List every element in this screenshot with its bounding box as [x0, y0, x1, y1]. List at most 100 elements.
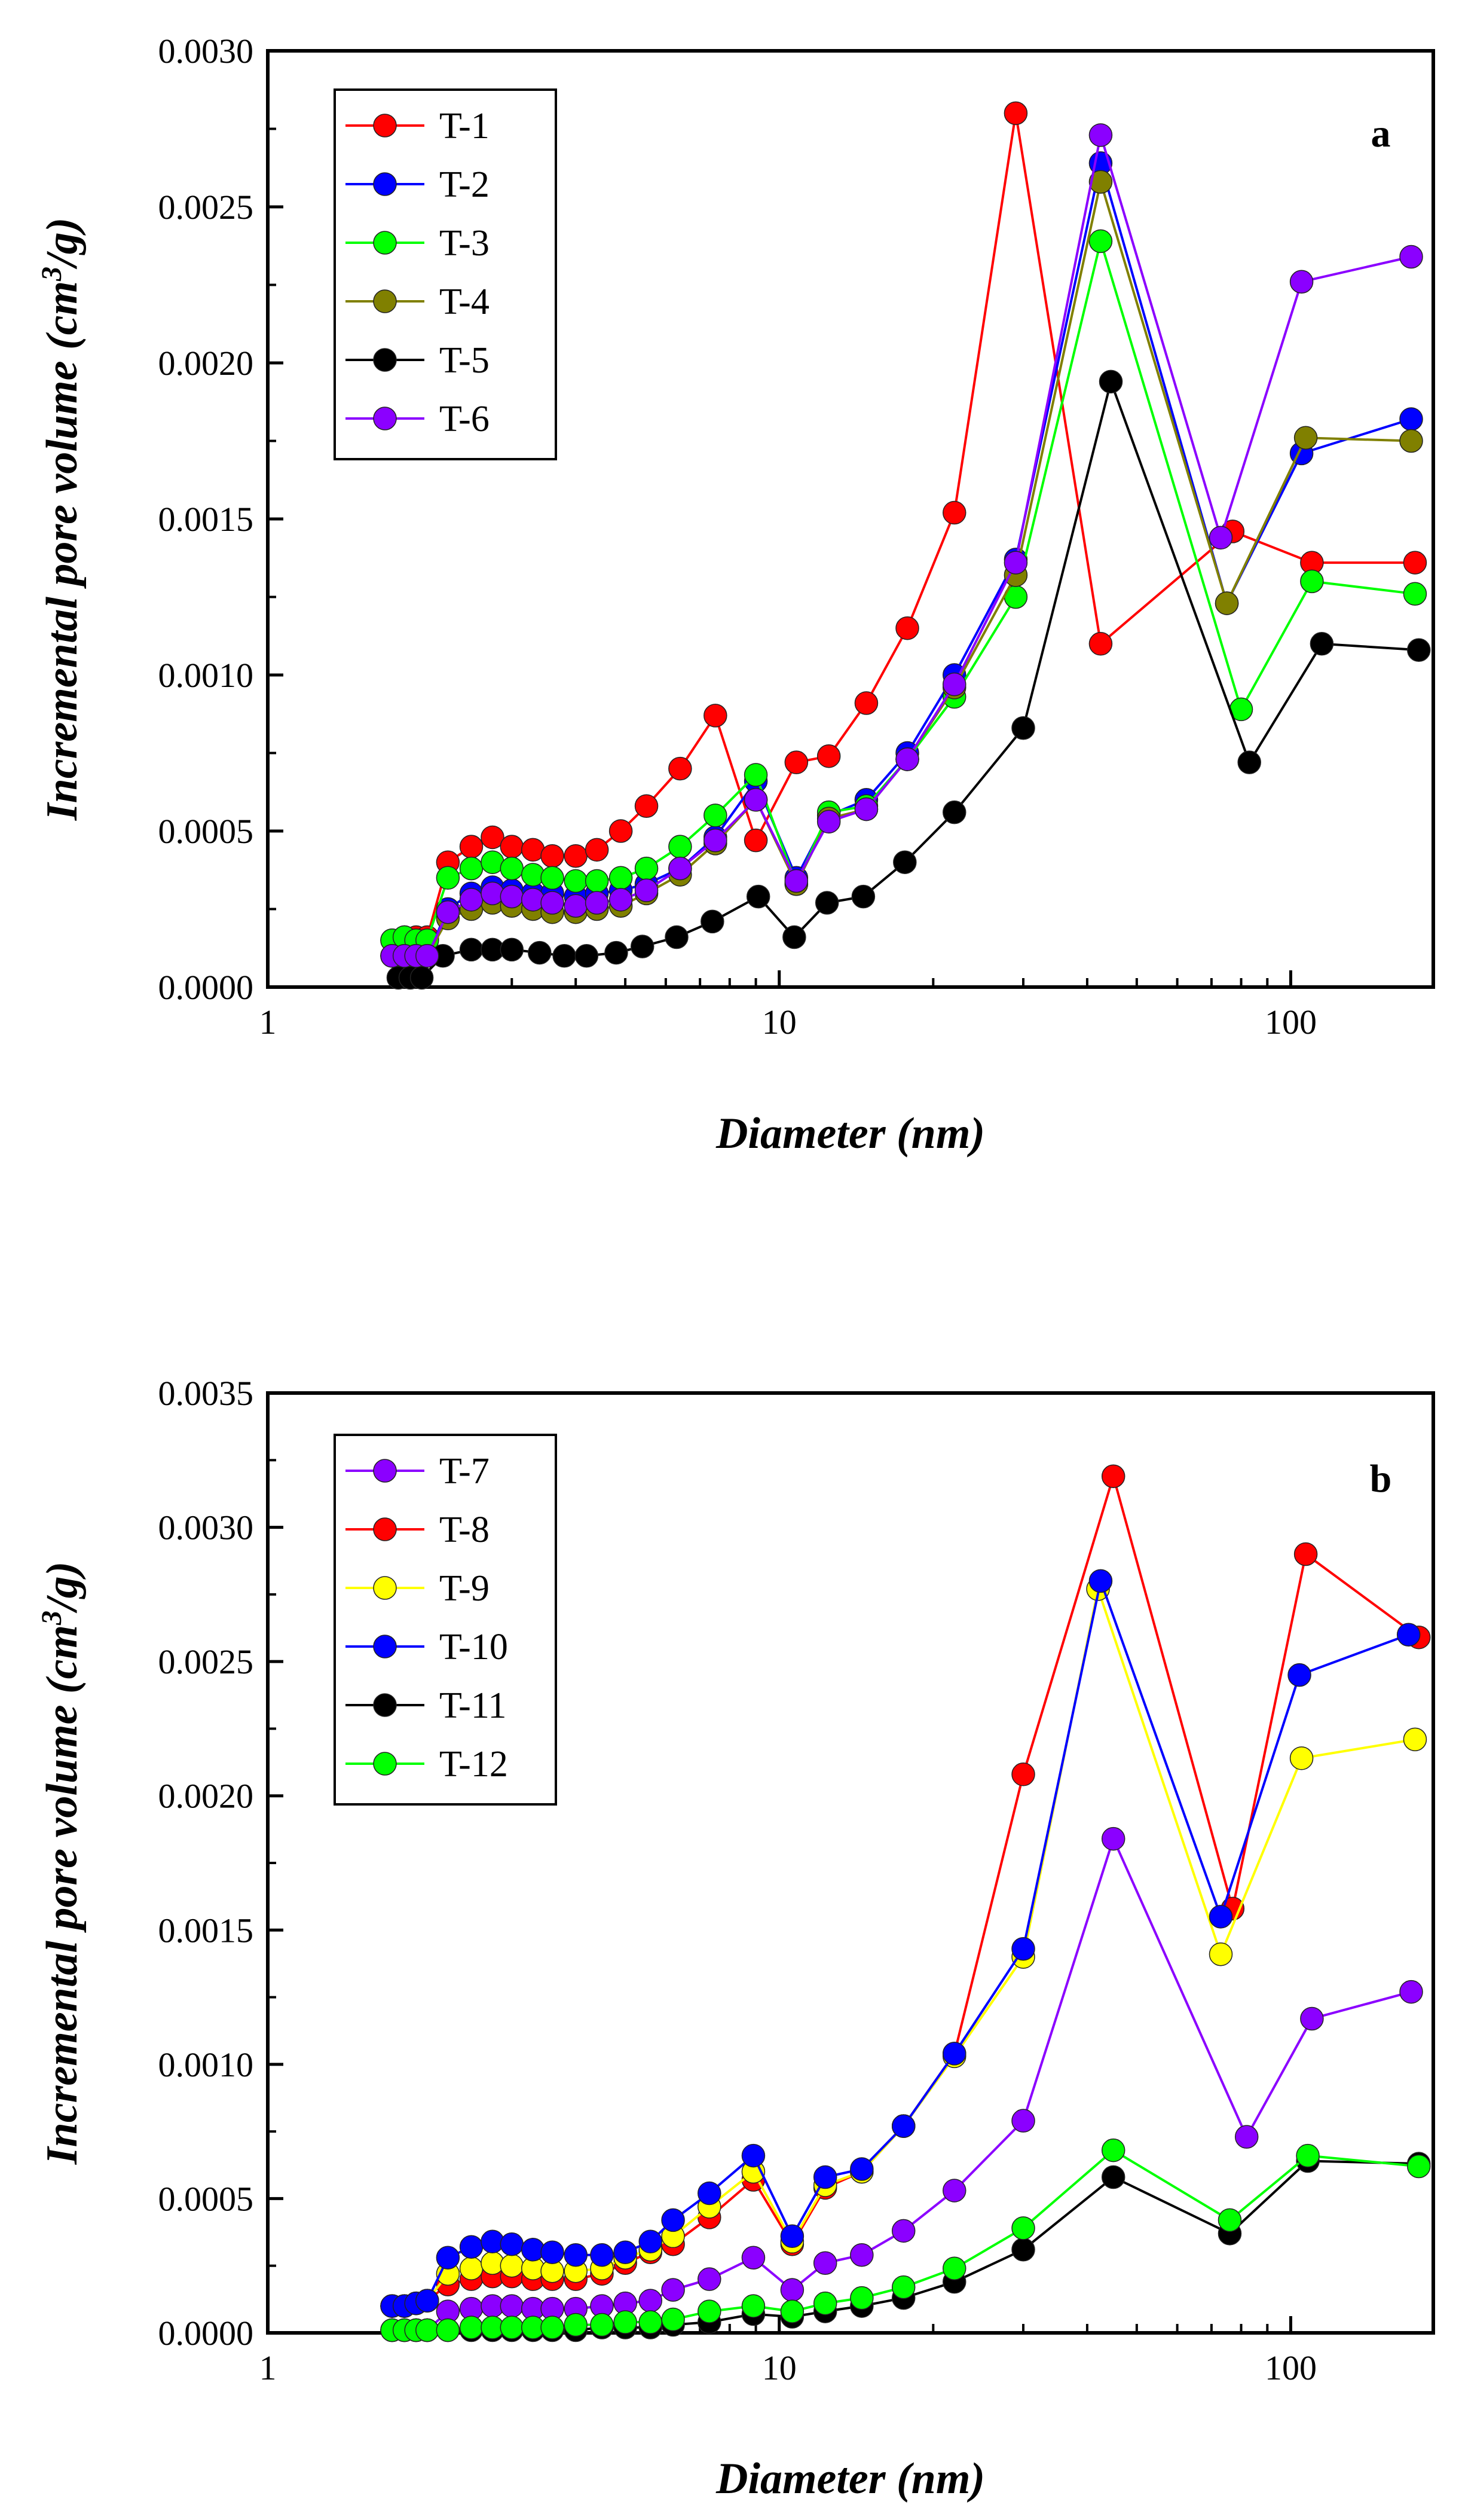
data-point-T-6: [1004, 551, 1028, 575]
y-tick-label: 0.0010: [158, 2045, 254, 2084]
data-point-T-1: [744, 828, 768, 853]
data-point-T-12: [1296, 2143, 1320, 2168]
data-point-T-1: [1403, 551, 1427, 575]
legend-entry-T-5: T-5: [439, 340, 490, 381]
data-point-T-7: [1011, 2109, 1035, 2133]
data-point-T-10: [850, 2157, 874, 2181]
data-point-T-3: [634, 856, 659, 881]
data-point-T-6: [703, 828, 727, 853]
data-point-T-10: [1011, 1936, 1035, 1961]
y-tick-label: 0.0010: [158, 656, 254, 695]
data-point-T-7: [1101, 1826, 1125, 1851]
data-point-T-10: [780, 2224, 805, 2249]
data-point-T-5: [630, 934, 654, 958]
data-point-T-5: [893, 850, 917, 874]
data-point-T-3: [668, 835, 692, 859]
legend-marker-T-6: [373, 407, 397, 430]
legend-box: [334, 88, 557, 460]
data-point-T-9: [1289, 1746, 1314, 1770]
data-point-T-7: [741, 2246, 766, 2269]
series-T-12: [380, 2138, 1431, 2342]
data-point-T-7: [780, 2278, 805, 2302]
data-point-T-6: [816, 810, 841, 834]
data-point-T-7: [1300, 2006, 1324, 2031]
data-point-T-1: [784, 750, 809, 774]
y-axis-title-superscript: 3: [36, 1611, 68, 1626]
data-point-T-8: [1293, 1542, 1318, 1566]
data-point-T-10: [943, 2042, 966, 2066]
data-point-T-7: [850, 2243, 874, 2267]
data-point-T-6: [1399, 245, 1423, 269]
data-point-T-6: [784, 869, 809, 893]
data-point-T-5: [500, 937, 524, 962]
data-point-T-7: [661, 2278, 685, 2302]
data-point-T-3: [1088, 229, 1113, 253]
data-point-T-7: [891, 2219, 916, 2243]
data-point-T-6: [668, 856, 692, 881]
legend-entry-T-4: T-4: [439, 282, 490, 322]
data-point-T-6: [1289, 270, 1314, 294]
legend-marker-T-7: [373, 1459, 397, 1483]
data-point-T-12: [500, 2316, 524, 2339]
data-point-T-9: [500, 2253, 524, 2278]
chart-panel-a: 0.0000 0.0005 0.0010 0.0015 0.0020 0.0025 0.00…: [36, 32, 1435, 1158]
data-point-T-6: [585, 891, 609, 915]
data-point-T-10: [661, 2208, 685, 2232]
data-point-T-6: [436, 900, 460, 924]
legend-marker-T-11: [373, 1693, 397, 1717]
data-point-T-3: [585, 869, 609, 893]
data-point-T-6: [540, 891, 564, 915]
data-point-T-6: [459, 888, 484, 912]
data-point-T-12: [850, 2286, 874, 2310]
legend: T-1 T-2 T-3 T-4 T-5 T-6: [334, 88, 557, 460]
data-point-T-1: [459, 835, 484, 859]
data-point-T-12: [943, 2256, 966, 2280]
data-point-T-12: [459, 2316, 484, 2339]
data-point-T-5: [574, 944, 599, 968]
legend-marker-T-4: [373, 289, 397, 313]
data-point-T-10: [1396, 1623, 1421, 1647]
data-point-T-5: [815, 891, 839, 915]
y-axis-title-superscript: 3: [36, 267, 68, 282]
legend-entry-T-9: T-9: [439, 1568, 490, 1609]
data-point-T-7: [500, 2294, 524, 2318]
data-point-T-5: [851, 884, 876, 909]
y-tick-label: 0.0015: [158, 1911, 254, 1950]
data-point-T-1: [854, 691, 879, 715]
data-point-T-6: [854, 797, 879, 821]
data-point-T-12: [780, 2299, 805, 2323]
y-axis-title: Incremental pore volume (cm3/g): [36, 1562, 87, 2165]
data-point-T-1: [1004, 101, 1028, 126]
legend-marker-T-5: [373, 348, 397, 372]
data-point-T-12: [613, 2310, 637, 2334]
data-point-T-12: [1011, 2216, 1035, 2240]
data-point-T-12: [540, 2316, 564, 2339]
data-point-T-5: [665, 925, 689, 949]
data-point-T-12: [638, 2310, 662, 2334]
data-point-T-5: [943, 800, 966, 824]
data-point-T-1: [1088, 632, 1113, 656]
data-point-T-3: [703, 804, 727, 827]
data-point-T-3: [564, 869, 588, 893]
x-tick-label: 10: [762, 2348, 797, 2387]
data-point-T-4: [1293, 426, 1318, 450]
legend-entry-T-8: T-8: [439, 1510, 490, 1550]
data-point-T-6: [943, 672, 966, 697]
data-point-T-6: [1088, 123, 1113, 147]
data-point-T-12: [741, 2294, 766, 2318]
legend-entry-T-2: T-2: [439, 164, 490, 205]
data-point-T-7: [943, 2179, 966, 2203]
data-point-T-10: [638, 2229, 662, 2254]
legend-marker-T-12: [373, 1752, 397, 1776]
data-point-T-6: [1209, 526, 1233, 550]
data-point-T-3: [608, 866, 633, 890]
data-point-T-6: [564, 894, 588, 918]
data-point-T-10: [891, 2114, 916, 2138]
data-point-T-10: [813, 2165, 837, 2189]
y-tick-label: 0.0035: [158, 1374, 254, 1413]
legend-entry-T-6: T-6: [439, 399, 490, 439]
panel-label: a: [1371, 112, 1391, 155]
y-tick-label: 0.0020: [158, 1777, 254, 1816]
y-tick-label: 0.0015: [158, 500, 254, 539]
legend-marker-T-8: [373, 1517, 397, 1541]
